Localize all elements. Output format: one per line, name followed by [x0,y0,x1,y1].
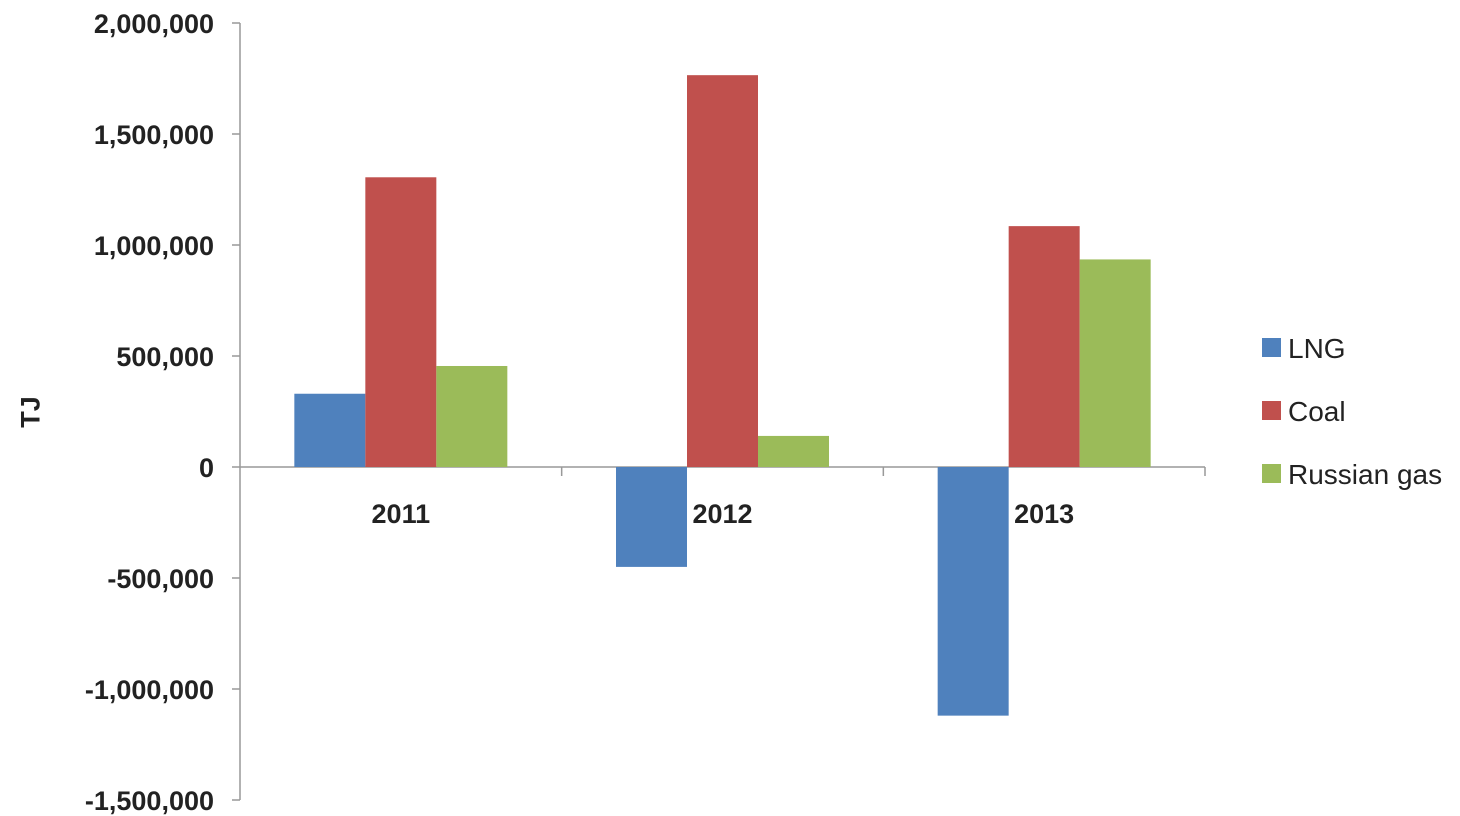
bar-lng-2012 [616,467,687,567]
x-axis: 2011 2012 2013 [240,466,1206,529]
y-tick-label: 1,000,000 [94,231,214,261]
y-tick-label: 0 [199,453,214,483]
y-tick-label: 1,500,000 [94,120,214,150]
x-tick-label: 2011 [372,499,431,529]
bar-coal-2013 [1008,226,1080,467]
bar-coal-2012 [687,75,758,468]
legend-label-russian-gas: Russian gas [1288,459,1442,490]
bar-lng-2013 [937,467,1009,716]
x-tick-label: 2013 [1014,499,1074,529]
bar-coal-2011 [365,177,437,468]
y-tick-label: 500,000 [116,342,214,372]
y-tick-label: -1,500,000 [85,786,214,816]
y-tick-label: -1,000,000 [85,675,214,705]
bar-lng-2011 [294,393,366,467]
legend-swatch-lng [1262,338,1281,357]
bar-russian-gas-2012 [758,435,829,467]
bar-russian-gas-2011 [436,365,508,467]
legend-label-coal: Coal [1288,396,1346,427]
bar-russian-gas-2013 [1079,259,1151,467]
x-tick-label: 2012 [692,499,752,529]
y-tick-label: -500,000 [107,564,214,594]
legend: LNG Coal Russian gas [1262,333,1442,490]
y-tick-label: 2,000,000 [94,9,214,39]
legend-swatch-coal [1262,401,1281,420]
y-axis: 2,000,000 1,500,000 1,000,000 500,000 0 -500,… [85,9,241,816]
y-axis-label: TJ [15,396,45,428]
legend-label-lng: LNG [1288,333,1346,364]
bars [294,75,1151,716]
legend-swatch-russian-gas [1262,464,1281,483]
